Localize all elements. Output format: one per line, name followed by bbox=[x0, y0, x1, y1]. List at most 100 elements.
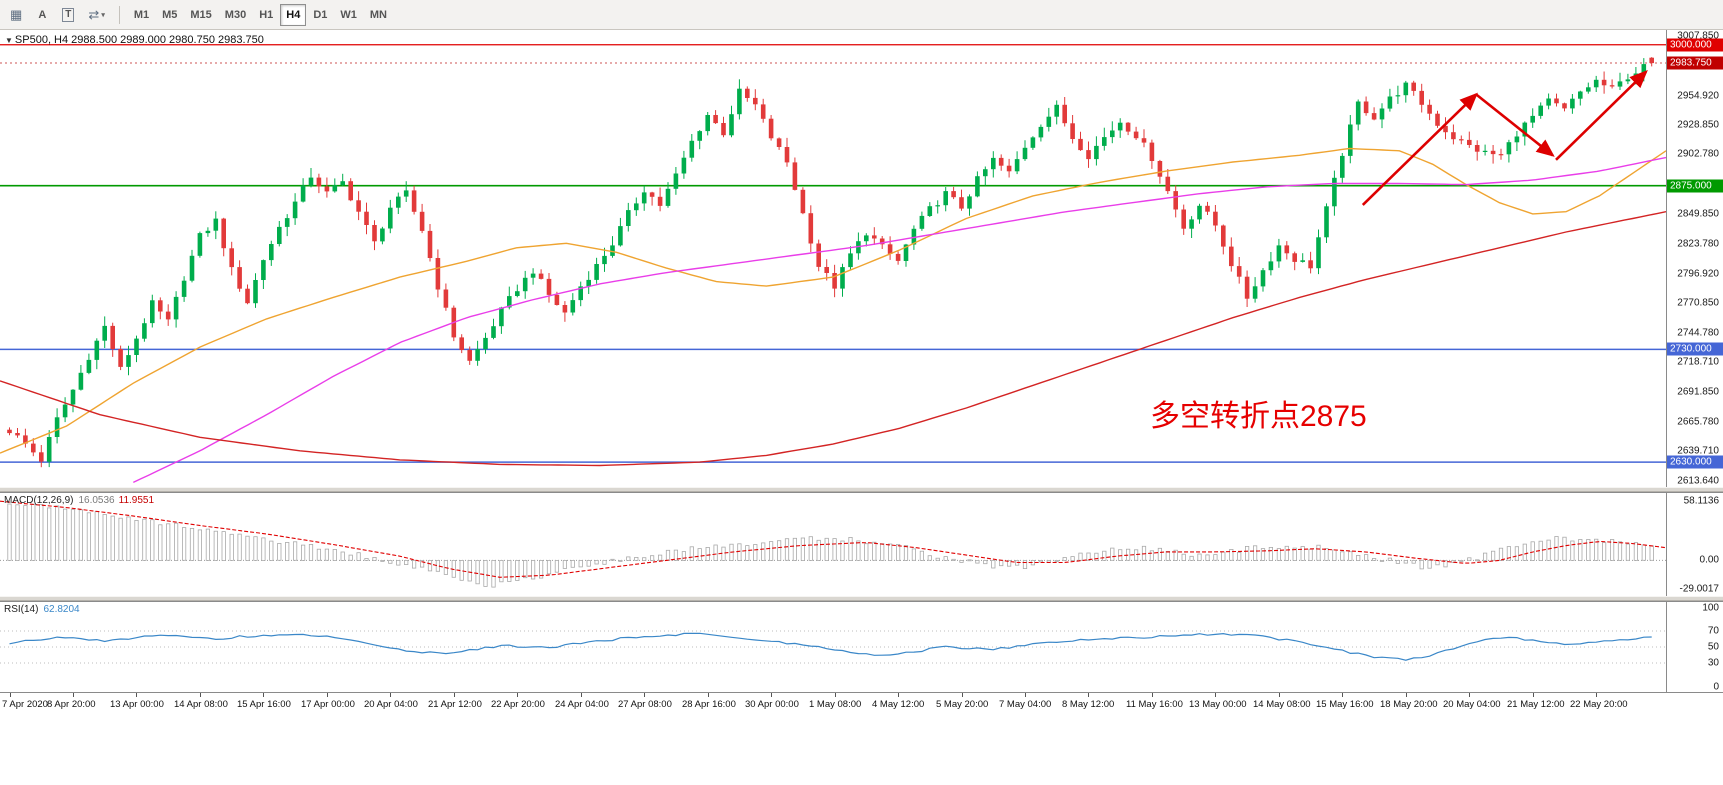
time-axis[interactable]: 7 Apr 2020 8 Apr 20:00 13 Apr 00:00 14 Apr … bbox=[0, 693, 1723, 715]
trend-arrow-3[interactable] bbox=[1555, 69, 1648, 161]
timeframe-button-m30[interactable]: M30 bbox=[219, 4, 252, 26]
macd-label: MACD(12,26,9) 16.0536 11.9551 bbox=[4, 495, 154, 506]
time-axis-tick bbox=[898, 693, 899, 697]
rsi-axis-tick: 0 bbox=[1713, 681, 1719, 693]
time-axis-label: 20 May 04:00 bbox=[1443, 699, 1501, 710]
rsi-axis-tick: 50 bbox=[1707, 641, 1719, 653]
price-axis-tick: 2744.780 bbox=[1677, 327, 1719, 339]
timeframe-button-h1[interactable]: H1 bbox=[253, 4, 279, 26]
macd-plot[interactable]: MACD(12,26,9) 16.0536 11.9551 bbox=[0, 493, 1666, 596]
price-axis-tick: 2902.780 bbox=[1677, 148, 1719, 160]
time-axis-tick bbox=[1279, 693, 1280, 697]
price-axis-tick: 2639.710 bbox=[1677, 445, 1719, 457]
time-axis-label: 18 May 20:00 bbox=[1380, 699, 1438, 710]
timeframe-button-d1[interactable]: D1 bbox=[307, 4, 333, 26]
candlestick-chart-svg[interactable]: 多空转折点2875 bbox=[0, 30, 1666, 487]
rsi-axis[interactable]: 100 70 50 30 0 bbox=[1666, 602, 1723, 693]
price-axis-tick: 2613.640 bbox=[1677, 475, 1719, 487]
chart-grid-icon: ▦ bbox=[10, 6, 23, 22]
price-axis-tick: 2823.780 bbox=[1677, 238, 1719, 250]
toolbar-separator bbox=[118, 5, 120, 24]
macd-chart-svg[interactable] bbox=[0, 493, 1666, 596]
rsi-panel: RSI(14) 62.8204 100 70 50 30 0 bbox=[0, 601, 1723, 693]
time-axis-tick bbox=[1342, 693, 1343, 697]
text-label-tool-button[interactable]: A bbox=[30, 4, 54, 26]
time-axis-label: 4 May 12:00 bbox=[872, 699, 925, 710]
chart-ohlc-title: ▼ SP500, H4 2988.500 2989.000 2980.750 29… bbox=[5, 34, 264, 46]
time-axis-tick bbox=[454, 693, 455, 697]
candles bbox=[7, 57, 1654, 468]
macd-axis[interactable]: 58.1136 0.00 -29.0017 bbox=[1666, 493, 1723, 596]
time-axis-tick bbox=[390, 693, 391, 697]
price-badge-2730.000: 2730.000 bbox=[1667, 342, 1723, 356]
text-box-tool-button[interactable]: T bbox=[56, 4, 80, 26]
price-axis-tick: 2954.920 bbox=[1677, 90, 1719, 102]
text-box-icon: T bbox=[62, 7, 75, 22]
macd-name: MACD(12,26,9) bbox=[4, 495, 74, 506]
slow-ma-red bbox=[0, 211, 1666, 467]
time-axis-tick bbox=[1533, 693, 1534, 697]
trend-arrow-2[interactable] bbox=[1475, 93, 1555, 157]
panel-splitter[interactable] bbox=[0, 596, 1723, 601]
time-axis-tick bbox=[835, 693, 836, 697]
chart-grid-tool-button[interactable]: ▦ bbox=[4, 4, 28, 26]
price-axis-tick: 2796.920 bbox=[1677, 268, 1719, 280]
time-axis-tick bbox=[1469, 693, 1470, 697]
time-axis-label: 13 Apr 00:00 bbox=[110, 699, 164, 710]
main-chart-plot[interactable]: ▼ SP500, H4 2988.500 2989.000 2980.750 29… bbox=[0, 30, 1666, 487]
time-axis-label: 30 Apr 00:00 bbox=[745, 699, 799, 710]
price-axis[interactable]: 3007.850 2954.920 2928.850 2902.780 2849.850… bbox=[1666, 30, 1723, 487]
chart-toolbar: ▦ A T ⇄ ▾ M1 M5 M15 M30 H1 H4 D1 W1 MN bbox=[0, 0, 1723, 30]
time-axis-label: 21 May 12:00 bbox=[1507, 699, 1565, 710]
time-axis-tick bbox=[73, 693, 74, 697]
time-axis-tick bbox=[263, 693, 264, 697]
cycle-arrows-tool-button[interactable]: ⇄ ▾ bbox=[82, 4, 110, 26]
time-axis-label: 1 May 08:00 bbox=[809, 699, 862, 710]
price-axis-tick: 3007.850 bbox=[1677, 30, 1719, 42]
time-axis-tick bbox=[962, 693, 963, 697]
timeframe-button-m5[interactable]: M5 bbox=[156, 4, 183, 26]
time-axis-label: 22 May 20:00 bbox=[1570, 699, 1628, 710]
price-axis-tick: 2770.850 bbox=[1677, 297, 1719, 309]
rsi-axis-tick: 100 bbox=[1702, 602, 1719, 614]
panel-splitter[interactable] bbox=[0, 487, 1723, 492]
timeframe-button-mn[interactable]: MN bbox=[364, 4, 393, 26]
time-axis-label: 20 Apr 04:00 bbox=[364, 699, 418, 710]
rsi-value: 62.8204 bbox=[43, 604, 80, 615]
time-axis-label: 15 May 16:00 bbox=[1316, 699, 1374, 710]
time-axis-label: 27 Apr 08:00 bbox=[618, 699, 672, 710]
macd-panel: MACD(12,26,9) 16.0536 11.9551 58.1136 0.00 -… bbox=[0, 492, 1723, 596]
price-axis-tick: 2718.710 bbox=[1677, 356, 1719, 368]
time-axis-label: 14 May 08:00 bbox=[1253, 699, 1311, 710]
time-axis-label: 28 Apr 16:00 bbox=[682, 699, 736, 710]
timeframe-button-w1[interactable]: W1 bbox=[334, 4, 363, 26]
time-axis-tick bbox=[581, 693, 582, 697]
time-axis-label: 11 May 16:00 bbox=[1126, 699, 1183, 710]
annotation-text[interactable]: 多空转折点2875 bbox=[1150, 400, 1367, 433]
macd-axis-tick: 58.1136 bbox=[1683, 495, 1719, 507]
rsi-chart-svg[interactable] bbox=[0, 602, 1666, 692]
rsi-name: RSI(14) bbox=[4, 604, 39, 615]
rsi-line bbox=[9, 632, 1652, 661]
rsi-axis-tick: 70 bbox=[1707, 625, 1719, 637]
main-chart-panel: ▼ SP500, H4 2988.500 2989.000 2980.750 29… bbox=[0, 30, 1723, 487]
price-axis-tick: 2691.850 bbox=[1677, 386, 1719, 398]
timeframe-button-m15[interactable]: M15 bbox=[184, 4, 217, 26]
collapse-triangle-icon: ▼ bbox=[5, 36, 13, 45]
time-axis-label: 15 Apr 16:00 bbox=[237, 699, 291, 710]
time-axis-tick bbox=[1215, 693, 1216, 697]
time-axis-tick bbox=[200, 693, 201, 697]
time-axis-label: 22 Apr 20:00 bbox=[491, 699, 545, 710]
time-axis-tick bbox=[1088, 693, 1089, 697]
time-axis-tick bbox=[1025, 693, 1026, 697]
time-axis-label: 13 May 00:00 bbox=[1189, 699, 1247, 710]
timeframe-button-h4[interactable]: H4 bbox=[280, 3, 307, 26]
trend-arrow-1[interactable] bbox=[1361, 92, 1478, 206]
macd-histogram bbox=[7, 503, 1654, 588]
timeframe-button-m1[interactable]: M1 bbox=[128, 4, 155, 26]
time-axis-label: 21 Apr 12:00 bbox=[428, 699, 482, 710]
price-badge-2875.000: 2875.000 bbox=[1667, 179, 1723, 193]
rsi-plot[interactable]: RSI(14) 62.8204 bbox=[0, 602, 1666, 692]
macd-signal-value: 11.9551 bbox=[118, 495, 155, 506]
cycle-arrows-icon: ⇄ bbox=[88, 6, 100, 22]
